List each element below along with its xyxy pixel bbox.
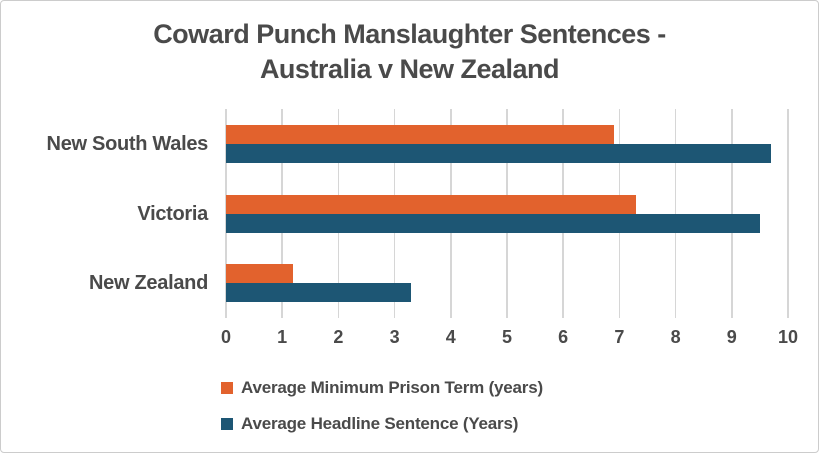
x-tick-label: 0	[220, 327, 231, 347]
x-tick-label: 2	[333, 327, 344, 347]
category-label: New Zealand	[89, 272, 208, 295]
bar-segment	[226, 264, 294, 284]
legend-swatch	[221, 418, 233, 430]
legend-item: Average Headline Sentence (Years)	[221, 414, 543, 433]
legend: Average Minimum Prison Term (years) Avera…	[221, 378, 543, 452]
legend-label: Average Headline Sentence (Years)	[241, 414, 519, 433]
category-label: New South Wales	[46, 132, 209, 155]
bar-segment	[226, 283, 412, 303]
bar-segment	[226, 124, 614, 144]
legend-item: Average Minimum Prison Term (years)	[221, 378, 543, 397]
bar-segment	[226, 143, 772, 163]
x-tick-label: 5	[501, 327, 512, 347]
x-axis: 0 1 2 3 4 5 6 7 8 9 10	[1, 327, 818, 351]
category-label: Victoria	[137, 202, 208, 225]
x-tick-label: 4	[445, 327, 456, 347]
x-tick-label: 8	[670, 327, 681, 347]
bar-segment	[226, 213, 760, 233]
x-tick-label: 9	[726, 327, 737, 347]
x-tick-label: 3	[389, 327, 400, 347]
plot-area	[225, 109, 789, 318]
legend-label: Average Minimum Prison Term (years)	[241, 378, 543, 397]
chart-title-line-1: Coward Punch Manslaughter Sentences -	[153, 19, 666, 49]
x-tick-label: 1	[277, 327, 288, 347]
x-tick-label: 7	[614, 327, 625, 347]
legend-swatch	[221, 382, 233, 394]
x-tick-label: 6	[558, 327, 569, 347]
chart-title-line-2: Australia v New Zealand	[259, 54, 560, 84]
x-tick-label: 10	[777, 327, 799, 347]
gridline	[787, 109, 789, 318]
chart-title: Coward Punch Manslaughter Sentences - Au…	[1, 17, 818, 87]
bar-segment	[226, 194, 637, 214]
